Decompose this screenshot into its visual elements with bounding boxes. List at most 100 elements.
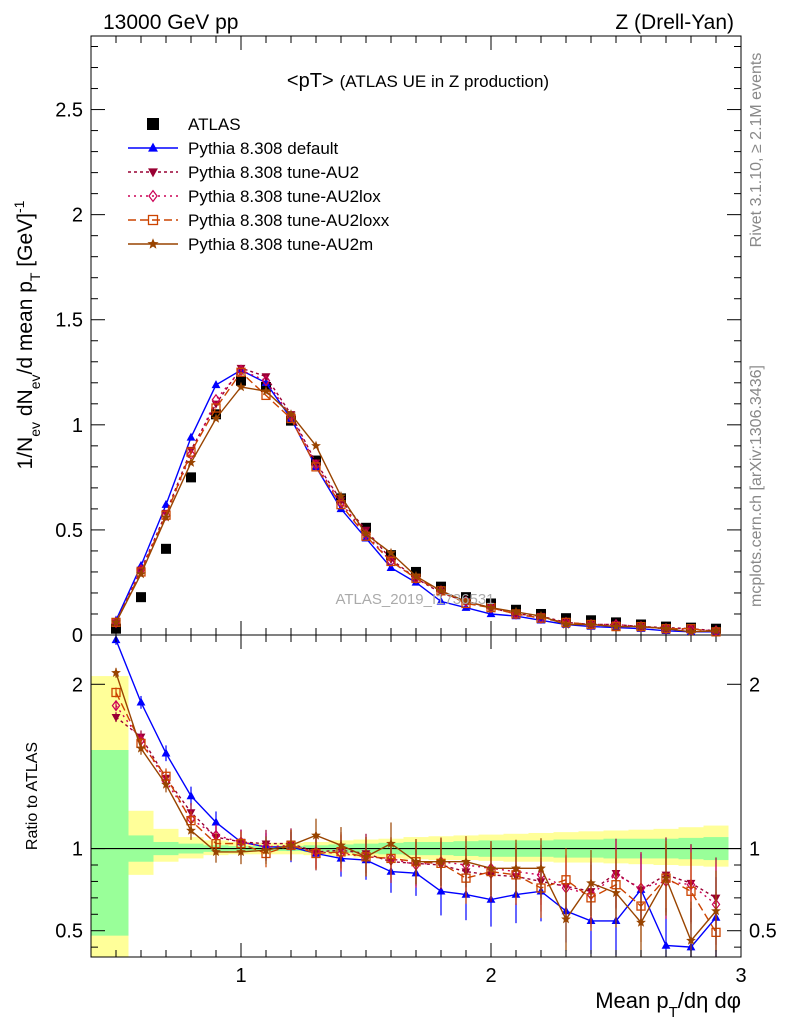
ratio-y-tick-label-right: 2 — [749, 674, 760, 696]
data-point — [586, 619, 596, 629]
ratio-point — [611, 887, 621, 898]
data-point — [136, 592, 146, 603]
legend-label: Pythia 8.308 tune-AU2lox — [188, 187, 381, 206]
data-point — [161, 512, 171, 522]
ratio-y-tick-label: 2 — [72, 674, 83, 696]
data-point — [211, 413, 221, 423]
y-tick-label: 0.5 — [55, 520, 83, 542]
ratio-point — [136, 697, 146, 706]
legend-label: Pythia 8.308 default — [188, 139, 339, 158]
ratio-point — [111, 699, 121, 712]
data-point — [186, 432, 196, 441]
data-point — [211, 403, 221, 413]
y-tick-label: 2 — [72, 205, 83, 227]
data-point — [561, 619, 571, 629]
ratio-point — [536, 863, 546, 873]
ratio-point — [186, 825, 196, 835]
legend-entry: Pythia 8.308 tune-AU2loxx — [128, 211, 390, 230]
y-tick-label: 1.5 — [55, 310, 83, 332]
ratio-point — [161, 748, 171, 757]
ratio-point — [461, 856, 471, 866]
ratio-point — [586, 877, 596, 888]
legend-label: ATLAS — [188, 115, 241, 134]
data-point — [311, 440, 321, 450]
ratio-point — [236, 846, 246, 857]
legend-marker — [147, 238, 159, 249]
ratio-point — [111, 667, 121, 677]
ratio-point — [211, 846, 221, 857]
data-point — [286, 409, 296, 419]
legend-marker — [148, 168, 158, 178]
ratio-y-label: Ratio to ATLAS — [24, 742, 41, 850]
y-tick-label: 0 — [72, 625, 83, 647]
data-point — [711, 625, 721, 635]
legend-marker — [147, 118, 159, 130]
legend-label: Pythia 8.308 tune-AU2 — [188, 163, 359, 182]
ratio-point — [636, 917, 646, 927]
data-point — [136, 568, 146, 579]
data-point — [511, 606, 521, 617]
data-point — [111, 617, 121, 627]
ratio-point — [561, 875, 571, 885]
data-point — [236, 381, 246, 392]
ratio-y-tick-label: 0.5 — [55, 921, 83, 943]
x-axis-label: Mean pT/dη dφ — [595, 988, 741, 1021]
data-point — [336, 491, 346, 501]
data-point — [311, 462, 321, 472]
ratio-series-3 — [111, 687, 721, 957]
data-point — [486, 602, 496, 612]
ratio-series-4 — [111, 667, 721, 957]
main-panel: 0 0.5 1 1.5 2 2.5 1/Nev dNev/d mean pT [GeV]-1… — [11, 35, 742, 647]
data-point — [361, 533, 371, 542]
data-point — [386, 556, 396, 567]
data-point — [336, 500, 346, 510]
ratio-point — [486, 863, 496, 873]
header-left: 13000 GeV pp — [103, 11, 238, 34]
ratio-point — [411, 856, 421, 866]
legend-entry: Pythia 8.308 tune-AU2lox — [128, 187, 381, 206]
ratio-point — [111, 687, 121, 698]
main-y-label: 1/Nev dNev/d mean pT [GeV]-1 — [11, 200, 43, 469]
x-tick-label: 1 — [235, 965, 246, 987]
ratio-point — [436, 856, 446, 866]
ratio-point — [186, 791, 196, 800]
data-point — [411, 571, 421, 581]
data-point — [386, 547, 396, 558]
ratio-y-tick-label-right: 0.5 — [749, 921, 777, 943]
ratio-point — [336, 840, 346, 850]
legend-marker — [148, 142, 158, 152]
data-point — [636, 621, 646, 631]
legend-entry: Pythia 8.308 tune-AU2m — [128, 235, 373, 254]
legend-entry: Pythia 8.308 tune-AU2 — [128, 163, 359, 182]
data-point — [536, 610, 546, 621]
ratio-line — [115, 639, 717, 948]
x-tick-label: 3 — [735, 965, 746, 987]
data-point — [611, 621, 621, 631]
data-point — [186, 447, 196, 457]
data-point — [436, 596, 446, 605]
ratio-point — [686, 886, 696, 896]
data-point — [386, 556, 396, 565]
legend-entry: ATLAS — [147, 115, 241, 134]
data-point — [211, 380, 221, 389]
legend-entry: Pythia 8.308 default — [128, 139, 339, 158]
ratio-point — [311, 830, 321, 840]
ratio-line — [115, 672, 717, 942]
ratio-point — [136, 743, 146, 753]
data-point — [411, 572, 421, 585]
data-point — [111, 623, 121, 634]
ratio-point — [111, 713, 121, 722]
data-point — [261, 374, 271, 387]
ratio-point — [561, 914, 571, 924]
ratio-y-tick-label: 1 — [72, 839, 83, 861]
ratio-point — [286, 840, 296, 850]
legend-marker — [147, 214, 159, 226]
ratio-point — [361, 851, 371, 861]
rivet-label: Rivet 3.1.10, ≥ 2.1M events — [748, 53, 765, 248]
ratio-point — [711, 905, 721, 916]
data-point — [236, 367, 246, 377]
ratio-point — [211, 817, 221, 826]
ratio-point — [261, 845, 271, 855]
data-point — [186, 472, 196, 483]
